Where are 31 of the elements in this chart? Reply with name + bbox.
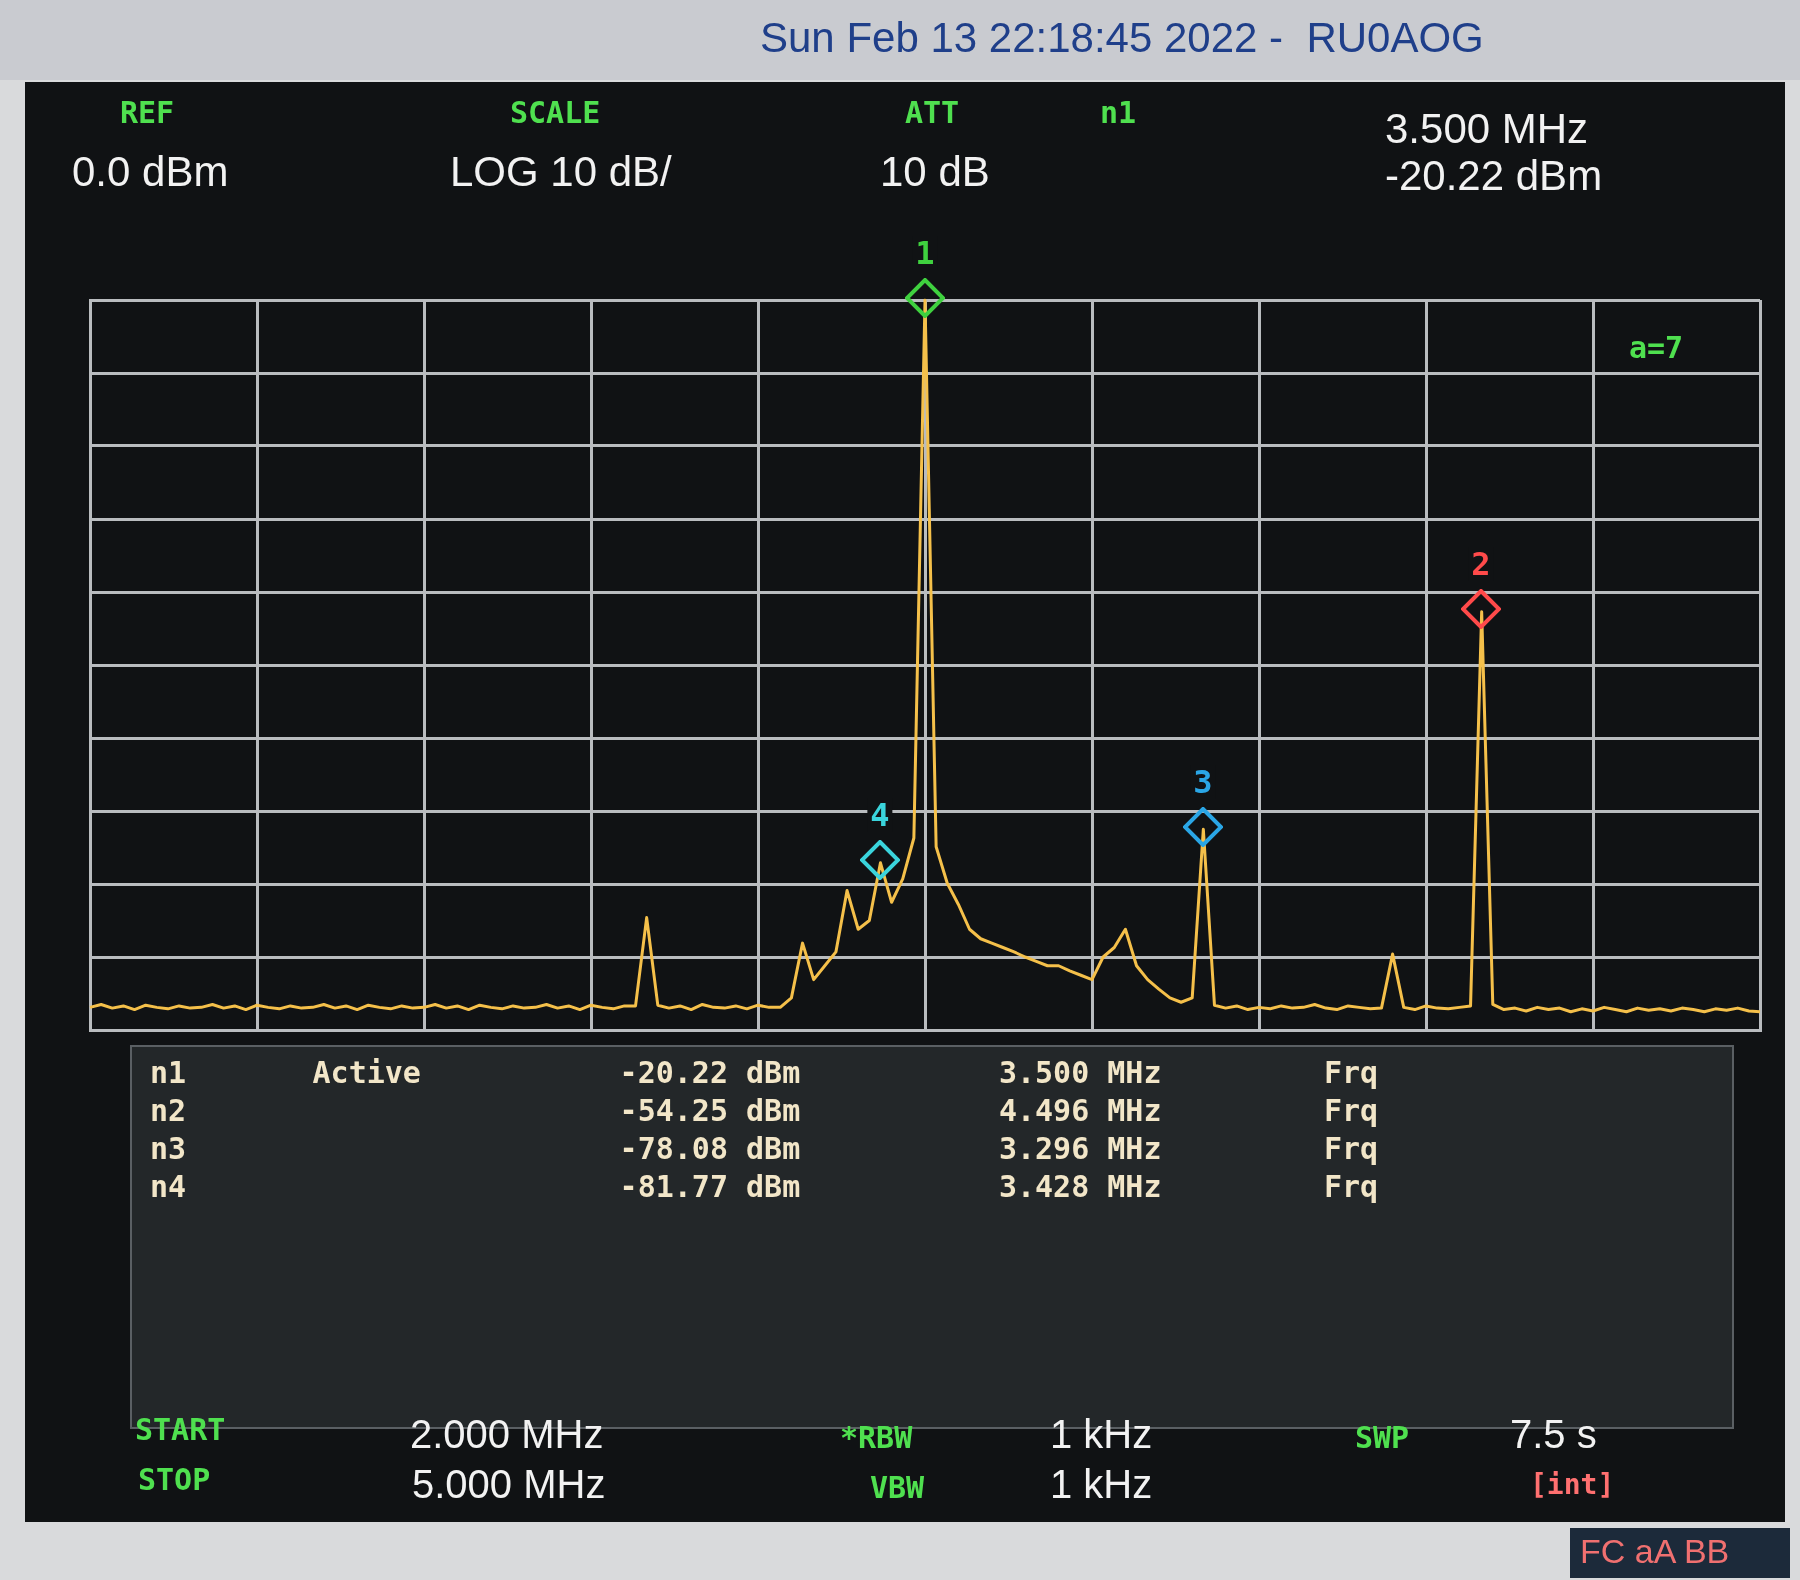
text: 2.000 MHz — [410, 1412, 604, 1457]
annotation: 4 — [867, 796, 893, 834]
text: 1 — [912, 234, 938, 272]
text: START — [135, 1412, 226, 1447]
text: -20.22 dBm — [1385, 152, 1603, 200]
text: FC aA BB — [1580, 1532, 1730, 1571]
text: [int] — [1530, 1468, 1615, 1501]
text: REF — [120, 95, 175, 130]
text: n4 -81.77 dBm 3.428 MHz Frq — [150, 1169, 1379, 1204]
text: n1 Active -20.22 dBm 3.500 MHz Frq — [150, 1055, 1379, 1090]
text: 0.0 dBm — [72, 148, 229, 196]
text: 1 kHz — [1050, 1412, 1153, 1457]
text: STOP — [138, 1462, 211, 1497]
text: 7.5 s — [1510, 1412, 1597, 1457]
text: SWP — [1355, 1420, 1410, 1455]
text: 3.500 MHz — [1385, 105, 1589, 153]
annotation: 3 — [1190, 763, 1216, 801]
annotation: a=7 — [1625, 330, 1688, 365]
text: 1 kHz — [1050, 1462, 1153, 1507]
text: n3 -78.08 dBm 3.296 MHz Frq — [150, 1131, 1379, 1166]
text: ATT — [905, 95, 960, 130]
text: LOG 10 dB/ — [450, 148, 672, 196]
text: 5.000 MHz — [412, 1462, 606, 1507]
text: n2 -54.25 dBm 4.496 MHz Frq — [150, 1093, 1379, 1128]
chart-title: Sun Feb 13 22:18:45 2022 - RU0AOG — [760, 14, 1484, 62]
text: *RBW — [840, 1420, 913, 1455]
text: 10 dB — [880, 148, 990, 196]
text: SCALE — [510, 95, 601, 130]
text: n1 — [1100, 95, 1137, 130]
text: VBW — [870, 1470, 925, 1505]
annotation: 2 — [1468, 545, 1494, 583]
